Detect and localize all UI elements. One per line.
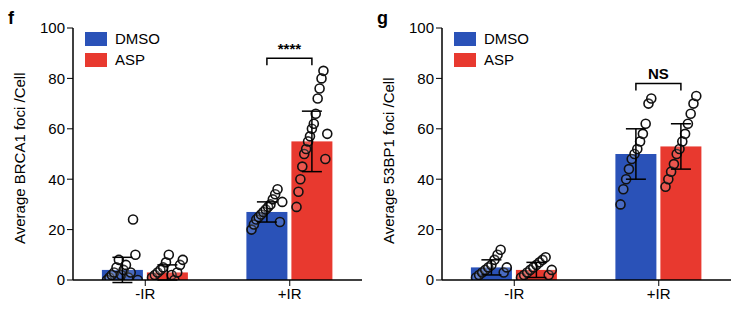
svg-text:****: **** bbox=[278, 40, 302, 57]
svg-text:80: 80 bbox=[48, 70, 65, 87]
html-text:f: f bbox=[8, 8, 14, 28]
svg-text:+IR: +IR bbox=[278, 285, 302, 302]
svg-text:+IR: +IR bbox=[647, 285, 671, 302]
html-text:DMSO: DMSO bbox=[484, 30, 529, 47]
svg-text:100: 100 bbox=[409, 19, 434, 36]
html-text:g: g bbox=[377, 8, 388, 28]
svg-text:NS: NS bbox=[648, 65, 669, 82]
html-text:DMSO: DMSO bbox=[115, 30, 160, 47]
svg-text:60: 60 bbox=[48, 120, 65, 137]
svg-text:80: 80 bbox=[417, 70, 434, 87]
svg-text:20: 20 bbox=[417, 221, 434, 238]
svg-text:40: 40 bbox=[417, 171, 434, 188]
html-text:ASP: ASP bbox=[115, 51, 145, 68]
svg-text:20: 20 bbox=[48, 221, 65, 238]
svg-text:40: 40 bbox=[48, 171, 65, 188]
svg-text:0: 0 bbox=[426, 271, 434, 288]
svg-text:-IR: -IR bbox=[504, 285, 524, 302]
svg-text:0: 0 bbox=[57, 271, 65, 288]
svg-text:100: 100 bbox=[40, 19, 65, 36]
svg-text:Average BRCA1 foci /Cell: Average BRCA1 foci /Cell bbox=[11, 73, 28, 244]
html-text:ASP: ASP bbox=[484, 51, 514, 68]
svg-text:-IR: -IR bbox=[135, 285, 155, 302]
svg-text:60: 60 bbox=[417, 120, 434, 137]
svg-text:Average 53BP1 foci /Cell: Average 53BP1 foci /Cell bbox=[380, 78, 397, 245]
